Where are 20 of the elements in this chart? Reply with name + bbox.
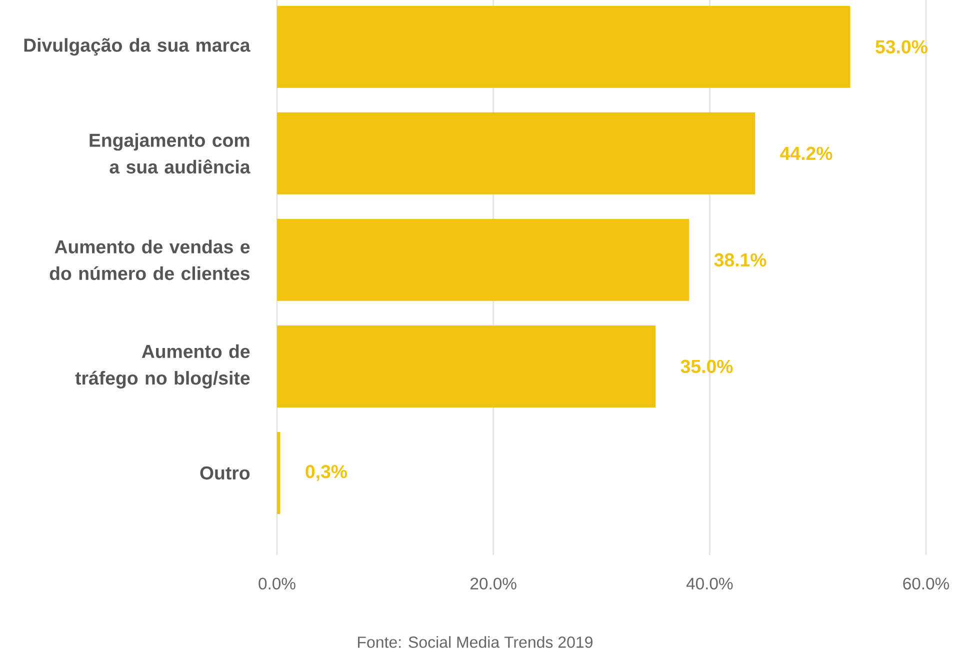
data-label: 38.1%	[714, 253, 766, 267]
x-tick-label: 40.0%	[686, 578, 733, 590]
y-tick-label: Aumento de vendas e do número de clientes	[50, 240, 250, 280]
data-label: 0,3%	[306, 464, 348, 481]
bar	[277, 325, 656, 408]
y-tick-label: Engajamento com a sua audiência	[90, 133, 250, 174]
bar	[277, 218, 690, 301]
y-tick-label: Divulgação da sua marca	[24, 38, 250, 56]
y-tick-label: Aumento de tráfego no blog/site	[75, 344, 250, 389]
data-label: 44.2%	[780, 146, 832, 160]
data-label: 35.0%	[680, 360, 733, 374]
x-tick-label: 20.0%	[470, 578, 516, 590]
data-label: 53.0%	[876, 40, 928, 54]
x-tick-label: 60.0%	[903, 578, 950, 590]
x-tick-label: 0.0%	[258, 578, 296, 590]
bar	[277, 6, 850, 88]
bar	[277, 112, 756, 194]
y-tick-label: Outro	[200, 466, 250, 480]
source-note: Fonte: Social Media Trends 2019	[358, 636, 592, 648]
bar	[277, 432, 280, 514]
